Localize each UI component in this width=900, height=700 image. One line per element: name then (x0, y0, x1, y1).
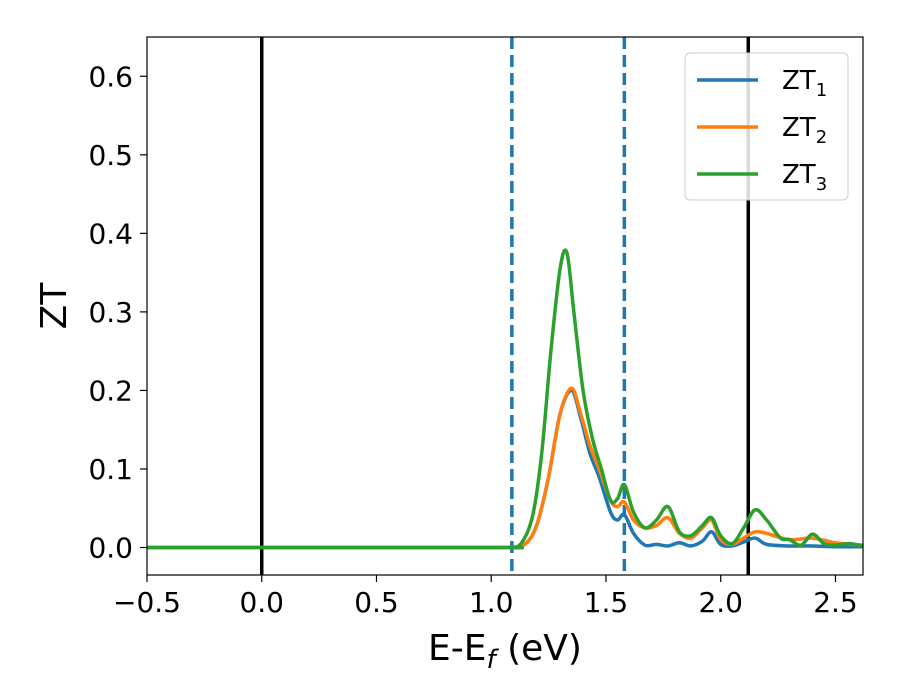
x-tick-label: 2.0 (698, 586, 743, 619)
x-tick-label: 0.5 (354, 586, 399, 619)
y-tick-label: 0.4 (88, 217, 133, 250)
legend-label-subscript: 2 (816, 127, 827, 148)
y-tick-label: 0.2 (88, 374, 133, 407)
x-axis-ticks: −0.5 0.0 0.5 1.0 1.5 2.0 2.5 (113, 575, 858, 619)
reference-lines (259, 37, 751, 575)
y-tick-label: 0.5 (88, 139, 133, 172)
legend-label-base: ZT (782, 160, 816, 190)
legend-label-subscript: 3 (816, 174, 827, 195)
legend-label-1: ZT1 (782, 66, 827, 101)
plot-area-frame (146, 36, 864, 576)
y-tick-label: 0.6 (88, 60, 133, 93)
x-axis-title-unit: (eV) (496, 628, 582, 669)
x-tick-label: −0.5 (113, 586, 181, 619)
y-tick-label: 0.3 (88, 296, 133, 329)
legend-label-base: ZT (782, 66, 816, 96)
x-tick-label: 2.5 (813, 586, 858, 619)
x-axis-title-base: E-E (428, 628, 486, 669)
y-tick-label: 0.1 (88, 453, 133, 486)
series-lines (147, 248, 864, 550)
legend-label-2: ZT2 (782, 113, 827, 148)
x-tick-label: 0.0 (239, 586, 284, 619)
series-line-3 (147, 248, 864, 550)
legend-label-subscript: 1 (816, 80, 827, 101)
y-axis-ticks: 0.0 0.1 0.2 0.3 0.4 0.5 0.6 (88, 60, 147, 565)
legend-label-3: ZT3 (782, 160, 827, 195)
series-line-1 (147, 388, 864, 550)
legend-box (684, 52, 849, 201)
y-tick-label: 0.0 (88, 532, 133, 565)
series-line-2 (147, 386, 864, 550)
x-axis-title: E-Ef (eV) (428, 628, 582, 675)
x-tick-label: 1.0 (469, 586, 514, 619)
x-tick-label: 1.5 (584, 586, 629, 619)
y-axis-title: ZT (34, 282, 75, 330)
legend-label-base: ZT (782, 113, 816, 143)
